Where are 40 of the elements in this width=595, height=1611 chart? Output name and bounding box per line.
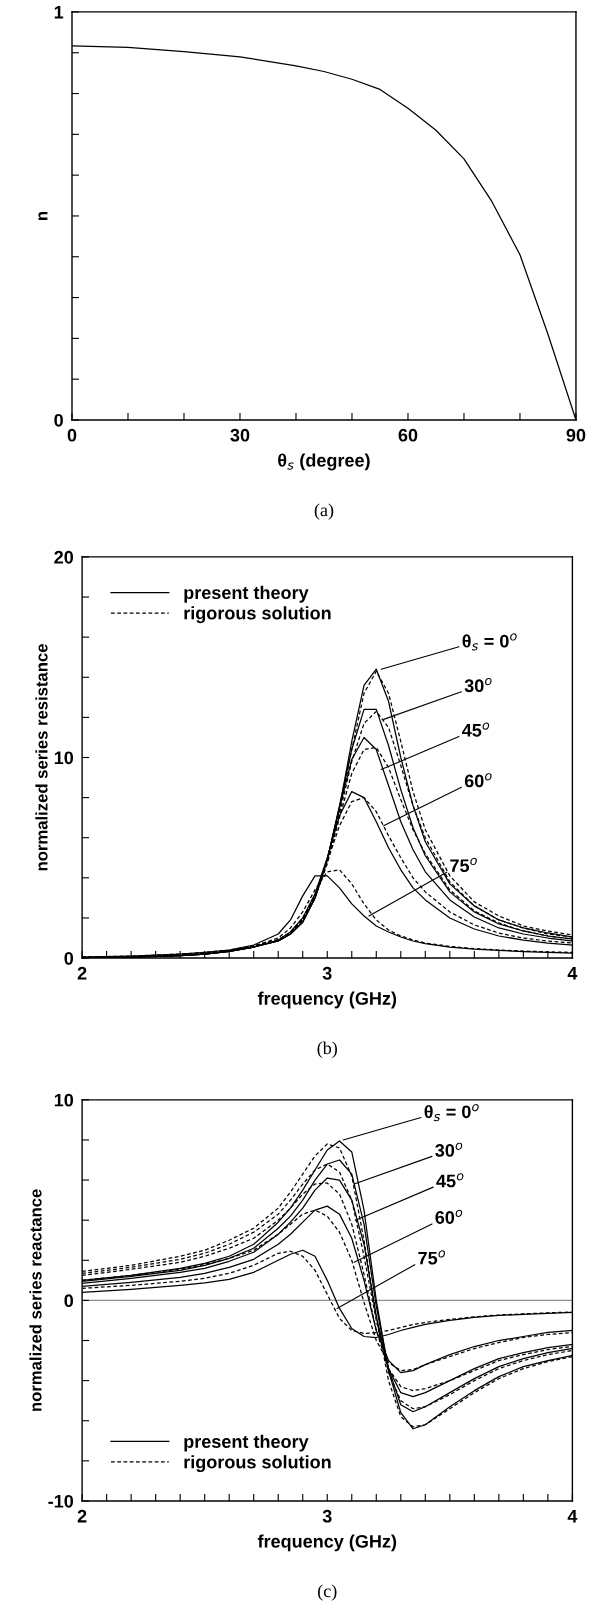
x-tick-label: 4 — [567, 967, 578, 980]
legend-label: rigorous solution — [184, 1455, 331, 1473]
y-tick-label: 0 — [54, 413, 63, 427]
x-tick-label: 4 — [567, 1509, 578, 1523]
y-tick-label: 20 — [54, 550, 74, 564]
legend-label: rigorous solution — [184, 606, 331, 624]
annotation: 45$^{o}$ — [462, 722, 490, 737]
y-tick-label: 10 — [54, 751, 74, 765]
x-axis-title: frequency (GHz) — [257, 991, 397, 1009]
y-tick-label: -10 — [48, 1494, 74, 1508]
x-tick-label: 2 — [77, 1509, 87, 1523]
annotation: 75$^{o}$ — [450, 857, 477, 872]
annotation: 60$^{o}$ — [435, 1209, 463, 1224]
annotation: 75$^{o}$ — [418, 1250, 446, 1265]
x-tick-label: 2 — [77, 966, 87, 980]
x-axis-title: frequency (GHz) — [257, 1534, 397, 1552]
text: (b) — [317, 1041, 337, 1058]
legend-label: present theory — [184, 585, 309, 603]
x-axis-title: θ$_{s}$ (degree) — [278, 453, 370, 471]
y-tick-label: 10 — [54, 1093, 74, 1107]
y-axis-title: normalized series reactance — [29, 1189, 42, 1411]
x-tick-label: 30 — [230, 428, 250, 442]
text: (a) — [314, 503, 334, 520]
x-tick-label: 90 — [566, 428, 586, 442]
annotation: 30$^{o}$ — [435, 1142, 463, 1157]
y-tick-label: 0 — [64, 1294, 74, 1308]
annotation: 30$^{o}$ — [464, 677, 492, 693]
x-tick-label: 3 — [322, 966, 332, 980]
x-tick-label: 3 — [322, 1509, 332, 1523]
y-tick-label: 0 — [64, 952, 74, 965]
annotation: 45$^{o}$ — [436, 1173, 464, 1188]
text: (c) — [318, 1584, 337, 1601]
y-axis-title: normalized series resistance — [35, 644, 48, 871]
y-tick-label: 1 — [54, 6, 64, 19]
annotation: θ$_{s}$ = 0$^{o}$ — [462, 633, 517, 651]
legend-label: present theory — [184, 1434, 309, 1452]
annotation: 60$^{o}$ — [464, 773, 492, 788]
x-tick-label: 60 — [398, 428, 418, 442]
annotation: θ$_{s}$ = 0$^{o}$ — [424, 1104, 479, 1122]
y-axis-title: n — [38, 211, 48, 220]
